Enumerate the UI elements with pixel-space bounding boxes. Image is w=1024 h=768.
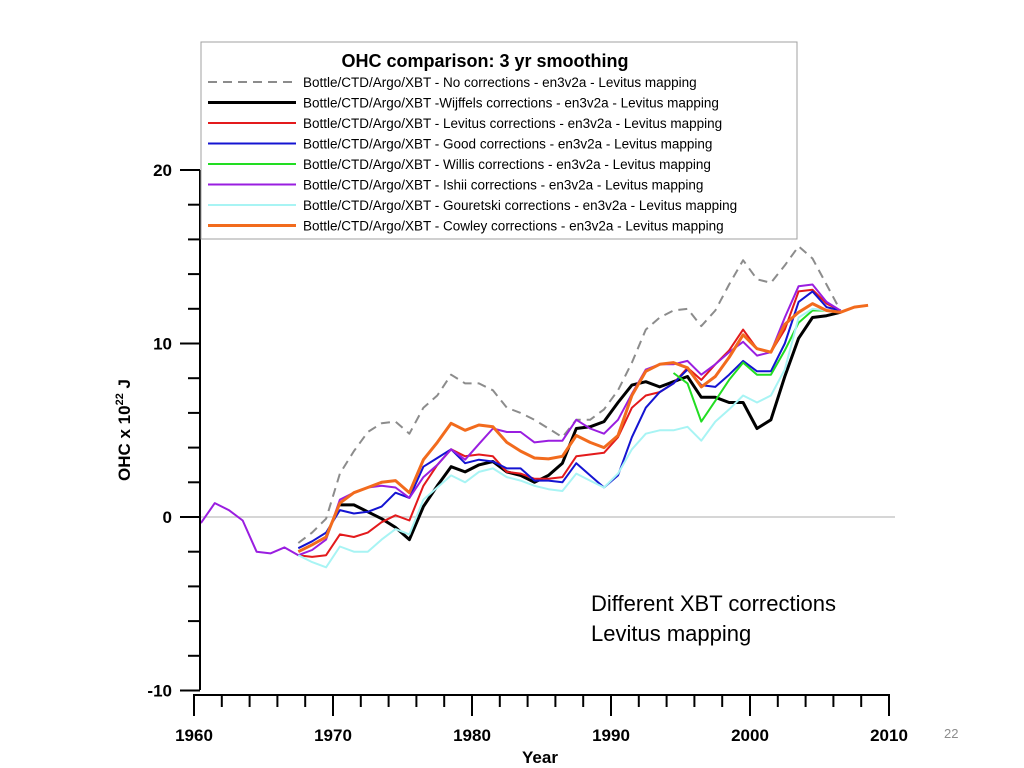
legend-label-6: Bottle/CTD/Argo/XBT - Gouretski correcti… xyxy=(303,198,737,213)
series-line-7 xyxy=(297,302,869,554)
axes xyxy=(193,170,890,696)
series-line-4 xyxy=(672,309,841,423)
x-tick-label: 2000 xyxy=(731,726,769,745)
series-line-2 xyxy=(298,288,841,558)
x-tick-label: 1980 xyxy=(453,726,491,745)
annotation-line-2: Levitus mapping xyxy=(591,621,751,646)
y-tick-label: -10 xyxy=(147,682,172,701)
series-line-6 xyxy=(297,307,841,569)
x-tick-label: 1960 xyxy=(175,726,213,745)
legend-label-0: Bottle/CTD/Argo/XBT - No corrections - e… xyxy=(303,75,697,90)
legend-box xyxy=(200,41,798,240)
series-line-1 xyxy=(339,310,841,542)
page-number: 22 xyxy=(944,726,959,741)
x-tick-label: 2010 xyxy=(870,726,908,745)
legend: OHC comparison: 3 yr smoothing Bottle/CT… xyxy=(200,41,798,240)
y-tick-label: 20 xyxy=(153,161,172,180)
legend-label-4: Bottle/CTD/Argo/XBT - Willis corrections… xyxy=(303,157,711,172)
legend-label-3: Bottle/CTD/Argo/XBT - Good corrections -… xyxy=(303,137,712,152)
y-axis-title-exponent: 22 xyxy=(114,393,126,405)
legend-label-1: Bottle/CTD/Argo/XBT -Wijffels correction… xyxy=(303,96,719,111)
series-line-0 xyxy=(297,245,842,544)
legend-label-7: Bottle/CTD/Argo/XBT - Cowley corrections… xyxy=(303,219,724,234)
series-group xyxy=(200,245,869,569)
series-line-3 xyxy=(297,290,841,550)
y-ticks: -10 0 10 20 xyxy=(147,161,200,701)
x-ticks: 1960 1970 1980 1990 2000 2010 xyxy=(175,695,908,745)
y-tick-label: 10 xyxy=(153,335,172,354)
series-line-5 xyxy=(200,283,841,557)
y-axis-title: OHC x 1022 J xyxy=(114,379,134,481)
x-tick-label: 1990 xyxy=(592,726,630,745)
legend-label-5: Bottle/CTD/Argo/XBT - Ishii corrections … xyxy=(303,178,703,193)
y-axis-title-base: OHC x 10 xyxy=(115,405,134,481)
y-tick-label: 0 xyxy=(163,508,172,527)
y-axis-title-unit: J xyxy=(115,379,134,393)
x-tick-label: 1970 xyxy=(314,726,352,745)
chart-title: OHC comparison: 3 yr smoothing xyxy=(341,51,628,71)
x-axis-title: Year xyxy=(522,748,558,767)
legend-label-2: Bottle/CTD/Argo/XBT - Levitus correction… xyxy=(303,116,722,131)
annotation-line-1: Different XBT corrections xyxy=(591,591,836,616)
